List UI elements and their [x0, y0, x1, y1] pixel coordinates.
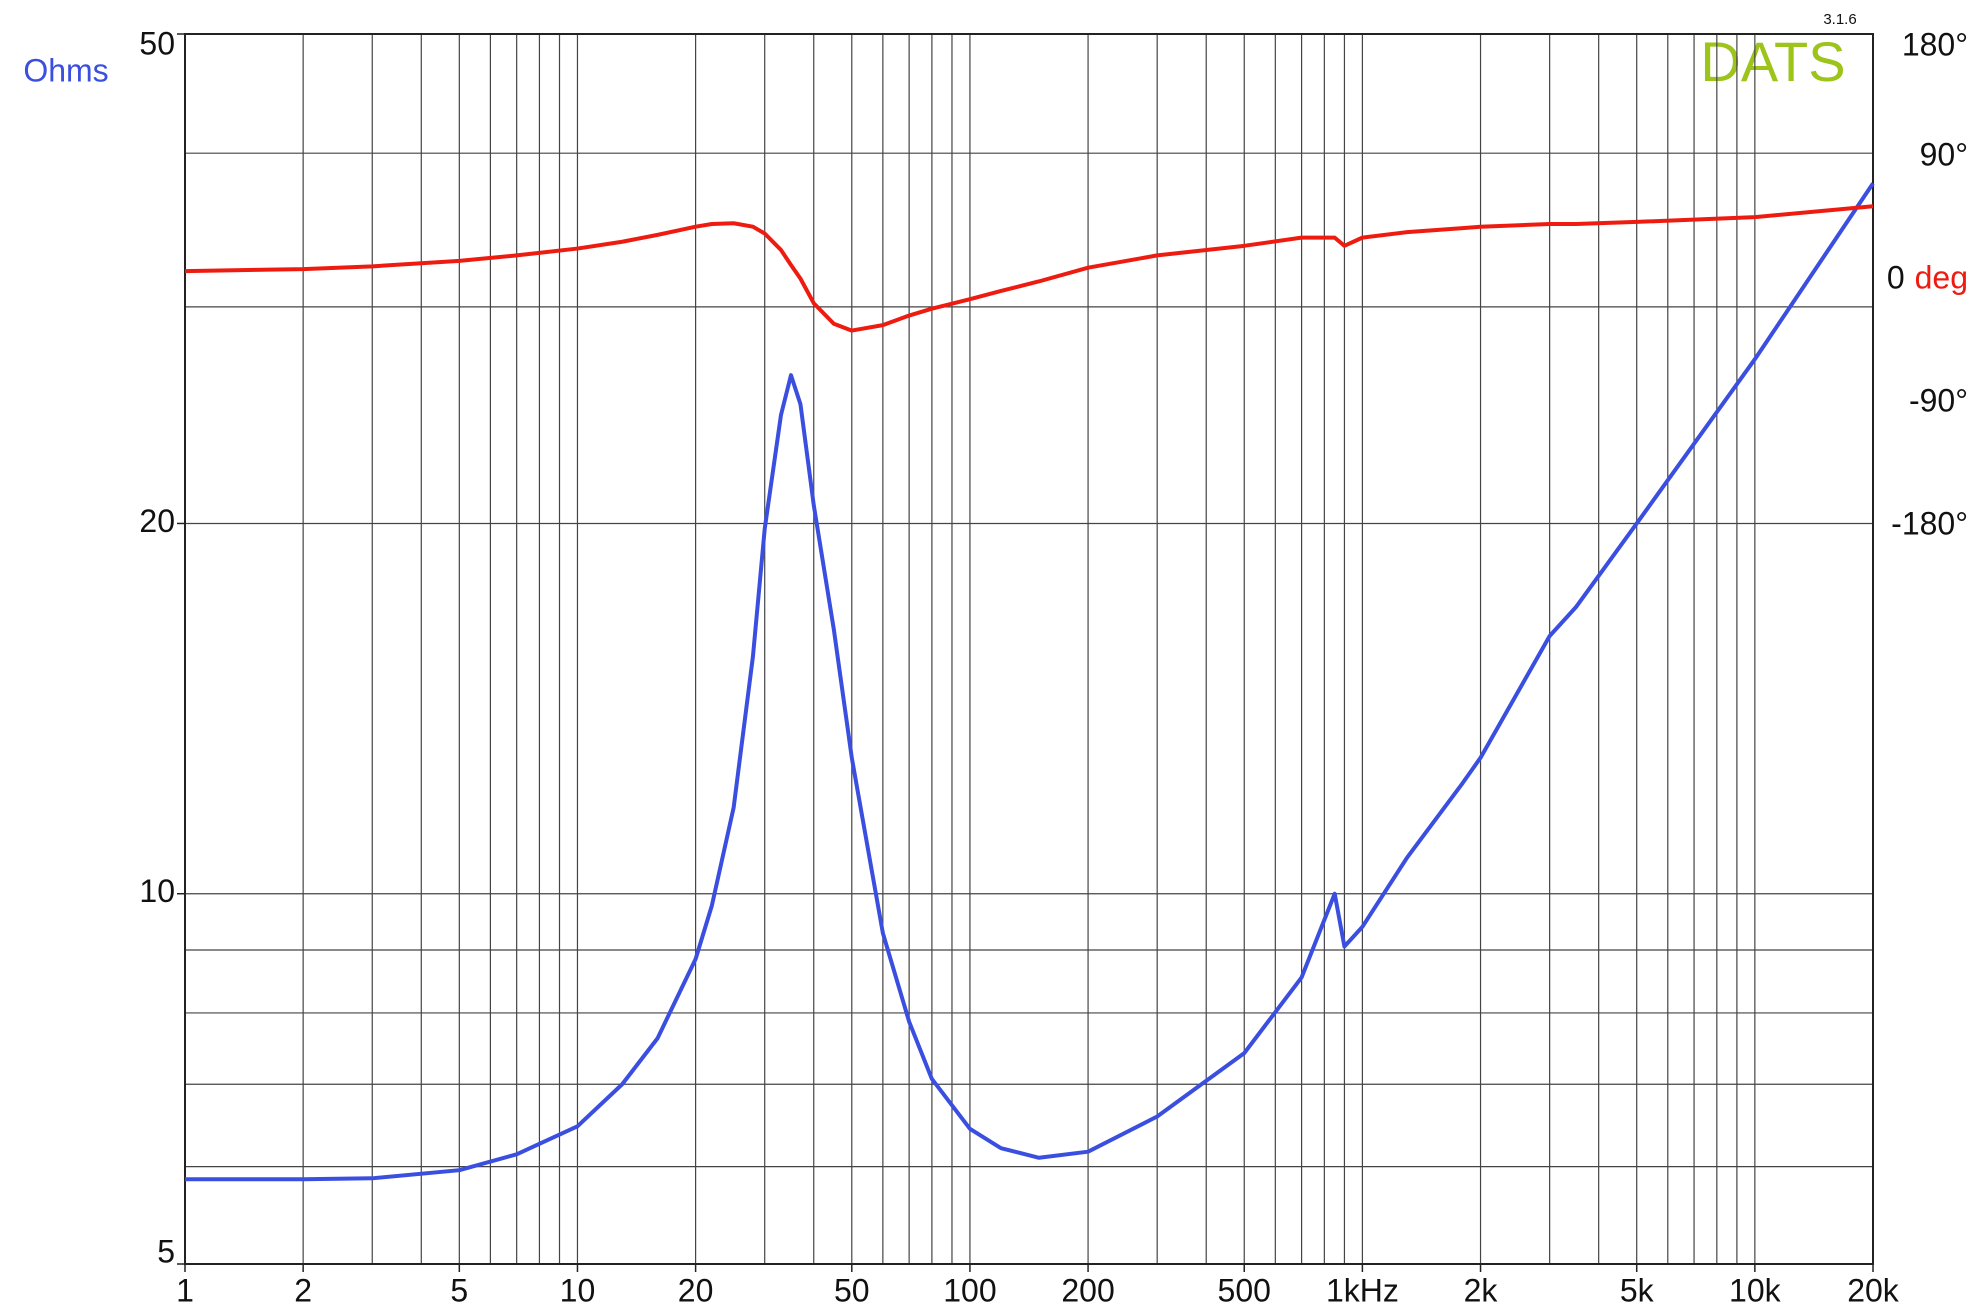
x-tick-label: 5	[450, 1272, 468, 1308]
y-tick-label: 50	[139, 25, 175, 61]
y-axis-label: Ohms	[23, 52, 108, 88]
y2-tick-label: 0	[1887, 259, 1905, 295]
x-tick-label: 20	[678, 1272, 714, 1308]
x-tick-label: 10k	[1729, 1272, 1782, 1308]
y-tick-label: 10	[139, 873, 175, 909]
y-tick-label: 5	[157, 1233, 175, 1269]
x-tick-label: 100	[943, 1272, 996, 1308]
x-tick-label: 2	[294, 1272, 312, 1308]
x-tick-label: 5k	[1620, 1272, 1655, 1308]
x-tick-label: 50	[834, 1272, 870, 1308]
y2-tick-label: 90°	[1920, 136, 1968, 172]
y2-tick-label: -90°	[1909, 382, 1968, 418]
data-line	[185, 182, 1875, 1182]
y2-axis-label: deg	[1915, 259, 1968, 295]
plot-frame	[184, 33, 1874, 1265]
x-tick-label: 200	[1061, 1272, 1114, 1308]
y2-tick-label: 180°	[1902, 26, 1968, 62]
x-tick-label: 20k	[1847, 1272, 1900, 1308]
y2-tick-label: -180°	[1891, 505, 1968, 541]
x-tick-label: 2k	[1464, 1272, 1499, 1308]
x-tick-label: 500	[1218, 1272, 1271, 1308]
x-tick-label: 1kHz	[1326, 1272, 1399, 1308]
x-tick-label: 1	[176, 1272, 194, 1308]
x-tick-label: 10	[560, 1272, 596, 1308]
data-line	[184, 204, 1874, 333]
version-label: 3.1.6	[1823, 11, 1856, 28]
brand-logo: DATS	[1700, 30, 1845, 93]
y-tick-label: 20	[139, 503, 175, 539]
